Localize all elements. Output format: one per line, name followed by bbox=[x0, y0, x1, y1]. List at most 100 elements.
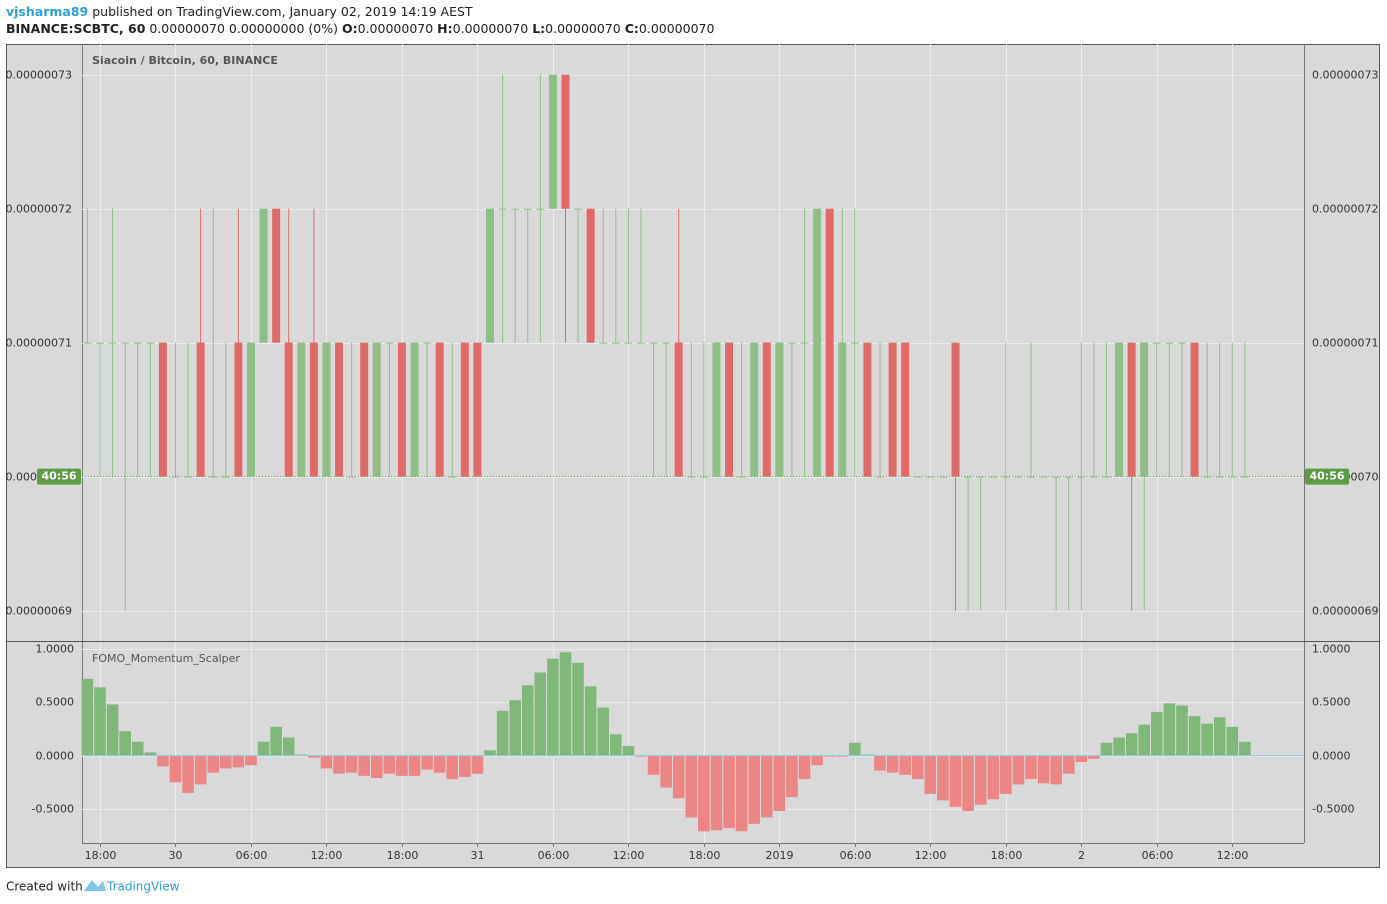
c-value: 0.00000070 bbox=[638, 21, 715, 36]
histogram-bar bbox=[471, 755, 484, 774]
x-tick-label: 31 bbox=[471, 849, 485, 862]
histogram-bar bbox=[106, 704, 119, 756]
candle-body bbox=[750, 342, 759, 477]
h-value: 0.00000070 bbox=[452, 21, 529, 36]
histogram-bar bbox=[220, 755, 232, 769]
candle-body bbox=[913, 476, 922, 478]
histogram-bar bbox=[232, 755, 245, 768]
histogram-bar bbox=[282, 737, 295, 756]
histogram-bar bbox=[911, 755, 924, 780]
y-tick-label: 0.00000072 bbox=[1312, 203, 1378, 216]
candle-body bbox=[938, 476, 947, 478]
y-tick-label: 0.00000071 bbox=[1312, 337, 1378, 350]
author[interactable]: vjsharma89 bbox=[6, 4, 89, 19]
y-tick-label: 0.00000069 bbox=[6, 605, 72, 618]
candle-body bbox=[448, 476, 457, 478]
candle-body bbox=[372, 342, 381, 477]
histogram-bar bbox=[1037, 755, 1050, 784]
histogram-bar bbox=[459, 755, 471, 777]
candle-body bbox=[335, 342, 344, 477]
candle-body bbox=[649, 342, 658, 344]
candle-body bbox=[548, 74, 557, 209]
candle-body bbox=[158, 342, 167, 477]
histogram-bar bbox=[1088, 755, 1100, 759]
histogram-bar bbox=[257, 741, 270, 756]
histogram-bar bbox=[1012, 755, 1025, 785]
o-value: 0.00000070 bbox=[357, 21, 434, 36]
histogram-bar bbox=[446, 755, 459, 780]
histogram-bar bbox=[660, 755, 672, 788]
published: published on TradingView.com, January 02… bbox=[92, 4, 473, 19]
x-tick-label: 18:00 bbox=[85, 849, 117, 862]
histogram-bar bbox=[157, 755, 169, 767]
x-tick-label: 06:00 bbox=[538, 849, 570, 862]
y-tick-label: 0.00000073 bbox=[1312, 69, 1378, 82]
candle-body bbox=[196, 342, 205, 477]
histogram-bar bbox=[987, 755, 1000, 800]
histogram-bar bbox=[308, 755, 320, 758]
candle-body bbox=[964, 476, 973, 478]
grid bbox=[82, 44, 1304, 843]
candle-body bbox=[1240, 476, 1249, 478]
histogram-bar bbox=[1025, 755, 1037, 780]
candle-body bbox=[775, 342, 784, 477]
histogram-bar bbox=[358, 755, 370, 776]
candle-body bbox=[901, 342, 910, 477]
price-pane-title: Siacoin / Bitcoin, 60, BINANCE bbox=[92, 54, 278, 67]
histogram-bar bbox=[886, 755, 899, 773]
candle-body bbox=[712, 342, 721, 477]
brand[interactable]: TradingView bbox=[106, 880, 180, 894]
y-tick-label: -0.5000 bbox=[32, 803, 74, 816]
histogram-bar bbox=[748, 755, 760, 824]
candle-body bbox=[561, 74, 570, 209]
x-tick-label: 18:00 bbox=[689, 849, 721, 862]
histogram-bar bbox=[949, 755, 962, 807]
candle-body bbox=[850, 342, 859, 344]
y-tick-label: 1.0000 bbox=[36, 643, 75, 656]
histogram-bar bbox=[194, 755, 207, 785]
candle-body bbox=[146, 342, 155, 344]
histogram-bar bbox=[622, 746, 635, 756]
candle-body bbox=[762, 342, 771, 477]
histogram-bar bbox=[559, 652, 572, 756]
histogram-bar bbox=[94, 687, 106, 756]
histogram-bar bbox=[534, 672, 547, 756]
x-tick-label: 2 bbox=[1078, 849, 1085, 862]
candle-body bbox=[234, 342, 243, 477]
histogram-bar bbox=[836, 755, 849, 757]
l-label: L: bbox=[532, 21, 546, 36]
histogram-bar bbox=[119, 731, 131, 756]
o-label: O: bbox=[342, 21, 358, 36]
histogram-bar bbox=[1176, 705, 1188, 756]
candle-body bbox=[272, 208, 281, 343]
histogram-bar bbox=[245, 755, 257, 766]
candle-body bbox=[1152, 342, 1161, 344]
candle-body bbox=[989, 476, 998, 478]
candle-body bbox=[813, 208, 822, 477]
candle-body bbox=[1127, 342, 1136, 477]
candle-body bbox=[184, 476, 193, 478]
y-tick-label: 0.0000 bbox=[36, 750, 75, 763]
x-tick-label: 18:00 bbox=[991, 849, 1023, 862]
histogram-bar bbox=[672, 755, 685, 799]
candle-body bbox=[611, 342, 620, 344]
histogram-bar bbox=[484, 750, 496, 756]
candle-body bbox=[725, 342, 734, 477]
candle-body bbox=[800, 342, 809, 344]
candle-body bbox=[1165, 342, 1174, 344]
h-label: H: bbox=[437, 21, 453, 36]
y-tick-label: 1.0000 bbox=[1312, 643, 1351, 656]
candle-body bbox=[360, 342, 369, 477]
histogram-bar bbox=[572, 662, 584, 756]
histogram-bar bbox=[182, 755, 194, 793]
histogram-bar bbox=[1062, 755, 1075, 774]
histogram-bar bbox=[735, 755, 748, 832]
histogram-bar bbox=[1000, 755, 1012, 794]
histogram-bar bbox=[345, 755, 358, 773]
change: 0.00000070 0.00000000 (0%) bbox=[149, 21, 339, 36]
c-label: C: bbox=[624, 21, 639, 36]
candle-body bbox=[284, 342, 293, 477]
histogram-bar bbox=[786, 755, 798, 798]
